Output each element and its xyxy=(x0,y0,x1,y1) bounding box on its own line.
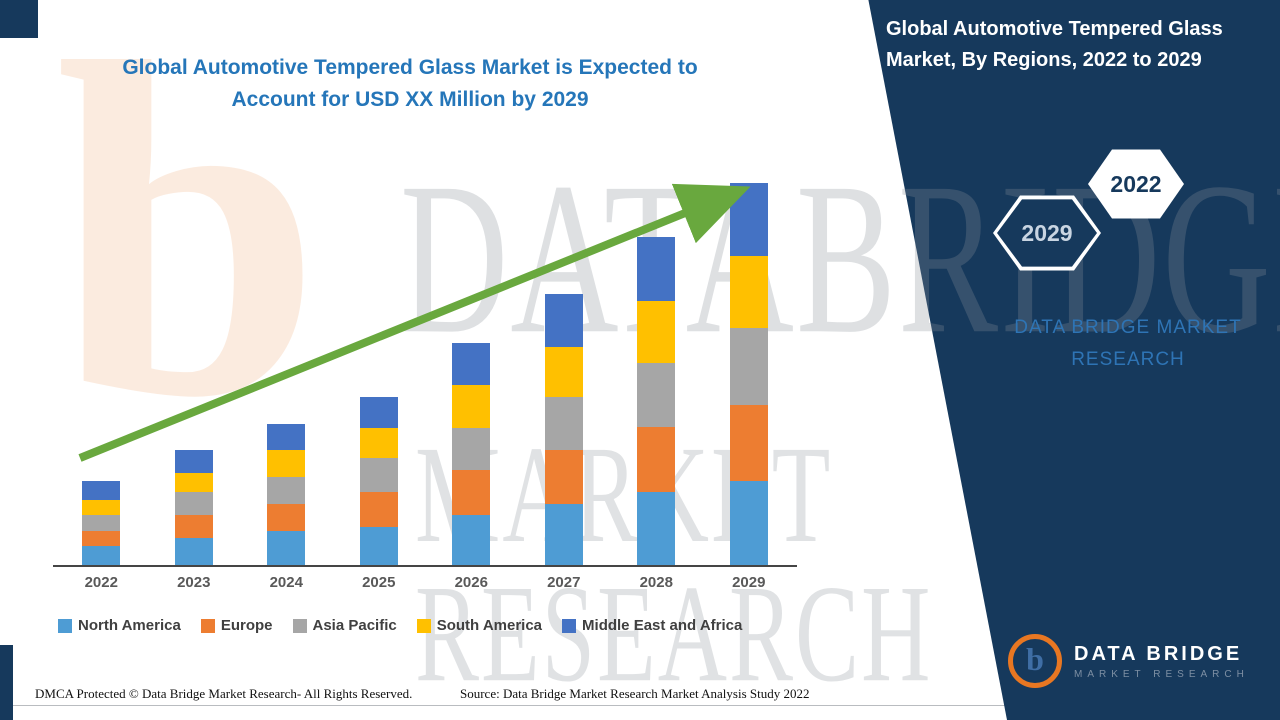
legend-label: South America xyxy=(436,617,543,634)
bar-segment-south-america xyxy=(544,347,583,397)
x-axis-labels: 2022 2023 2024 2025 2026 2027 2028 2029 xyxy=(55,574,795,591)
brand-line2: RESEARCH xyxy=(1071,349,1185,371)
bottom-divider-line xyxy=(0,705,1280,706)
hexagon-badge-2022: 2022 xyxy=(1088,149,1184,219)
bar-segment-asia-pacific xyxy=(544,396,583,451)
bar-segment-south-america xyxy=(267,450,306,478)
legend-item-asia-pacific: Asia Pacific xyxy=(292,617,397,634)
bar-segment-south-america xyxy=(729,255,768,329)
bar-segment-south-america xyxy=(637,301,676,363)
bar-segment-middle-east-and-africa xyxy=(359,396,398,428)
hexagon-2029-label: 2029 xyxy=(997,199,1097,267)
x-axis-label-2026: 2026 xyxy=(454,574,488,591)
brand-line1: DATA BRIDGE MARKET xyxy=(1014,317,1242,338)
bar-segment-north-america xyxy=(729,480,768,565)
bar-segment-north-america xyxy=(544,503,583,565)
x-axis-label-2023: 2023 xyxy=(177,574,211,591)
bar-segment-europe xyxy=(544,450,583,504)
stacked-bar-chart xyxy=(55,183,795,565)
legend-item-europe: Europe xyxy=(200,617,273,634)
bar-segment-asia-pacific xyxy=(359,458,398,493)
bar-segment-middle-east-and-africa xyxy=(452,343,491,386)
bar-segment-europe xyxy=(637,427,676,493)
bar-segment-middle-east-and-africa xyxy=(82,481,121,501)
bar-segment-north-america xyxy=(174,538,213,565)
bar-segment-south-america xyxy=(452,385,491,428)
bar-segment-south-america xyxy=(174,473,213,493)
bar-segment-asia-pacific xyxy=(729,328,768,405)
chart-title-line1: Global Automotive Tempered Glass Market … xyxy=(122,56,698,79)
bar-segment-north-america xyxy=(82,545,121,565)
bar-segment-north-america xyxy=(452,515,491,565)
logo-monogram: b xyxy=(1026,640,1044,677)
legend-label: Europe xyxy=(220,617,273,634)
bar-segment-europe xyxy=(267,503,306,531)
panel-title: Global Automotive Tempered Glass Market,… xyxy=(886,18,1223,71)
bar-2026 xyxy=(452,343,491,565)
bar-segment-north-america xyxy=(267,530,306,565)
legend-swatch xyxy=(416,618,431,633)
bar-segment-middle-east-and-africa xyxy=(544,293,583,348)
bar-2029 xyxy=(729,183,768,565)
x-axis-label-2027: 2027 xyxy=(547,574,581,591)
bar-segment-asia-pacific xyxy=(174,492,213,516)
bar-segment-asia-pacific xyxy=(267,477,306,504)
chart-legend: North America Europe Asia Pacific South Ame… xyxy=(58,617,838,634)
chart-title-line2: Account for USD XX Million by 2029 xyxy=(231,87,589,111)
legend-swatch xyxy=(562,618,577,633)
bar-segment-north-america xyxy=(359,526,398,565)
bar-segment-europe xyxy=(452,469,491,516)
legend-swatch xyxy=(58,618,72,633)
x-axis-label-2028: 2028 xyxy=(639,574,673,591)
legend-label: Asia Pacific xyxy=(312,617,397,634)
x-axis-label-2029: 2029 xyxy=(732,574,766,591)
bar-segment-asia-pacific xyxy=(637,362,676,428)
legend-label: North America xyxy=(78,617,181,634)
logo-name: DATA BRIDGE xyxy=(1074,643,1243,665)
bar-2022 xyxy=(82,481,121,565)
bar-2023 xyxy=(174,450,213,565)
legend-item-north-america: North America xyxy=(58,617,181,634)
bar-segment-south-america xyxy=(359,427,398,459)
bar-segment-middle-east-and-africa xyxy=(267,423,306,451)
bar-segment-europe xyxy=(174,515,213,539)
x-axis-label-2025: 2025 xyxy=(362,574,396,591)
bar-segment-middle-east-and-africa xyxy=(174,450,213,474)
bar-segment-asia-pacific xyxy=(452,427,491,470)
legend-item-south-america: South America xyxy=(416,617,543,634)
bar-segment-middle-east-and-africa xyxy=(729,183,768,256)
x-axis-line xyxy=(53,565,797,567)
bar-2025 xyxy=(359,396,398,565)
legend-label: Middle East and Africa xyxy=(582,617,743,634)
bar-2028 xyxy=(637,236,676,565)
logo-tagline: MARKET RESEARCH xyxy=(1074,669,1249,680)
footer-dmca-text: DMCA Protected © Data Bridge Market Rese… xyxy=(35,686,413,701)
bar-segment-europe xyxy=(729,404,768,481)
legend-swatch xyxy=(292,618,307,633)
legend-item-middle-east-and-africa: Middle East and Africa xyxy=(562,617,742,634)
x-axis-label-2022: 2022 xyxy=(84,574,118,591)
dbmr-logo-icon: b xyxy=(1008,634,1062,688)
x-axis-label-2024: 2024 xyxy=(269,574,303,591)
bar-2024 xyxy=(267,423,306,565)
bar-2027 xyxy=(544,293,583,565)
top-left-corner-square xyxy=(0,0,38,38)
legend-swatch xyxy=(200,618,215,633)
logo-text-block: DATA BRIDGE MARKET RESEARCH xyxy=(1074,642,1249,680)
bar-segment-europe xyxy=(82,530,121,546)
bar-segment-asia-pacific xyxy=(82,515,121,531)
bottom-left-corner-bar xyxy=(0,645,13,720)
footer-source-text: Source: Data Bridge Market Research Mark… xyxy=(460,686,810,701)
bar-segment-south-america xyxy=(82,500,121,516)
chart-title: Global Automotive Tempered Glass Market … xyxy=(80,52,740,115)
hexagon-2022-label: 2022 xyxy=(1092,153,1180,215)
bar-segment-middle-east-and-africa xyxy=(637,236,676,302)
brand-wordmark: DATA BRIDGE MARKET RESEARCH xyxy=(1000,312,1256,377)
bar-segment-north-america xyxy=(637,492,676,565)
dbmr-logo: b DATA BRIDGE MARKET RESEARCH xyxy=(1008,634,1249,688)
bar-segment-europe xyxy=(359,492,398,527)
